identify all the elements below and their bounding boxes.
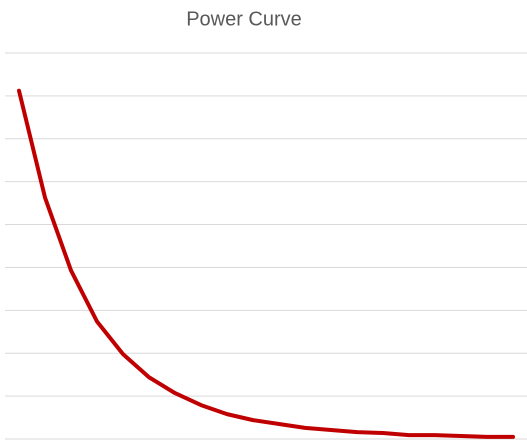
data-line [17, 88, 515, 439]
chart-title: Power Curve [186, 8, 302, 30]
